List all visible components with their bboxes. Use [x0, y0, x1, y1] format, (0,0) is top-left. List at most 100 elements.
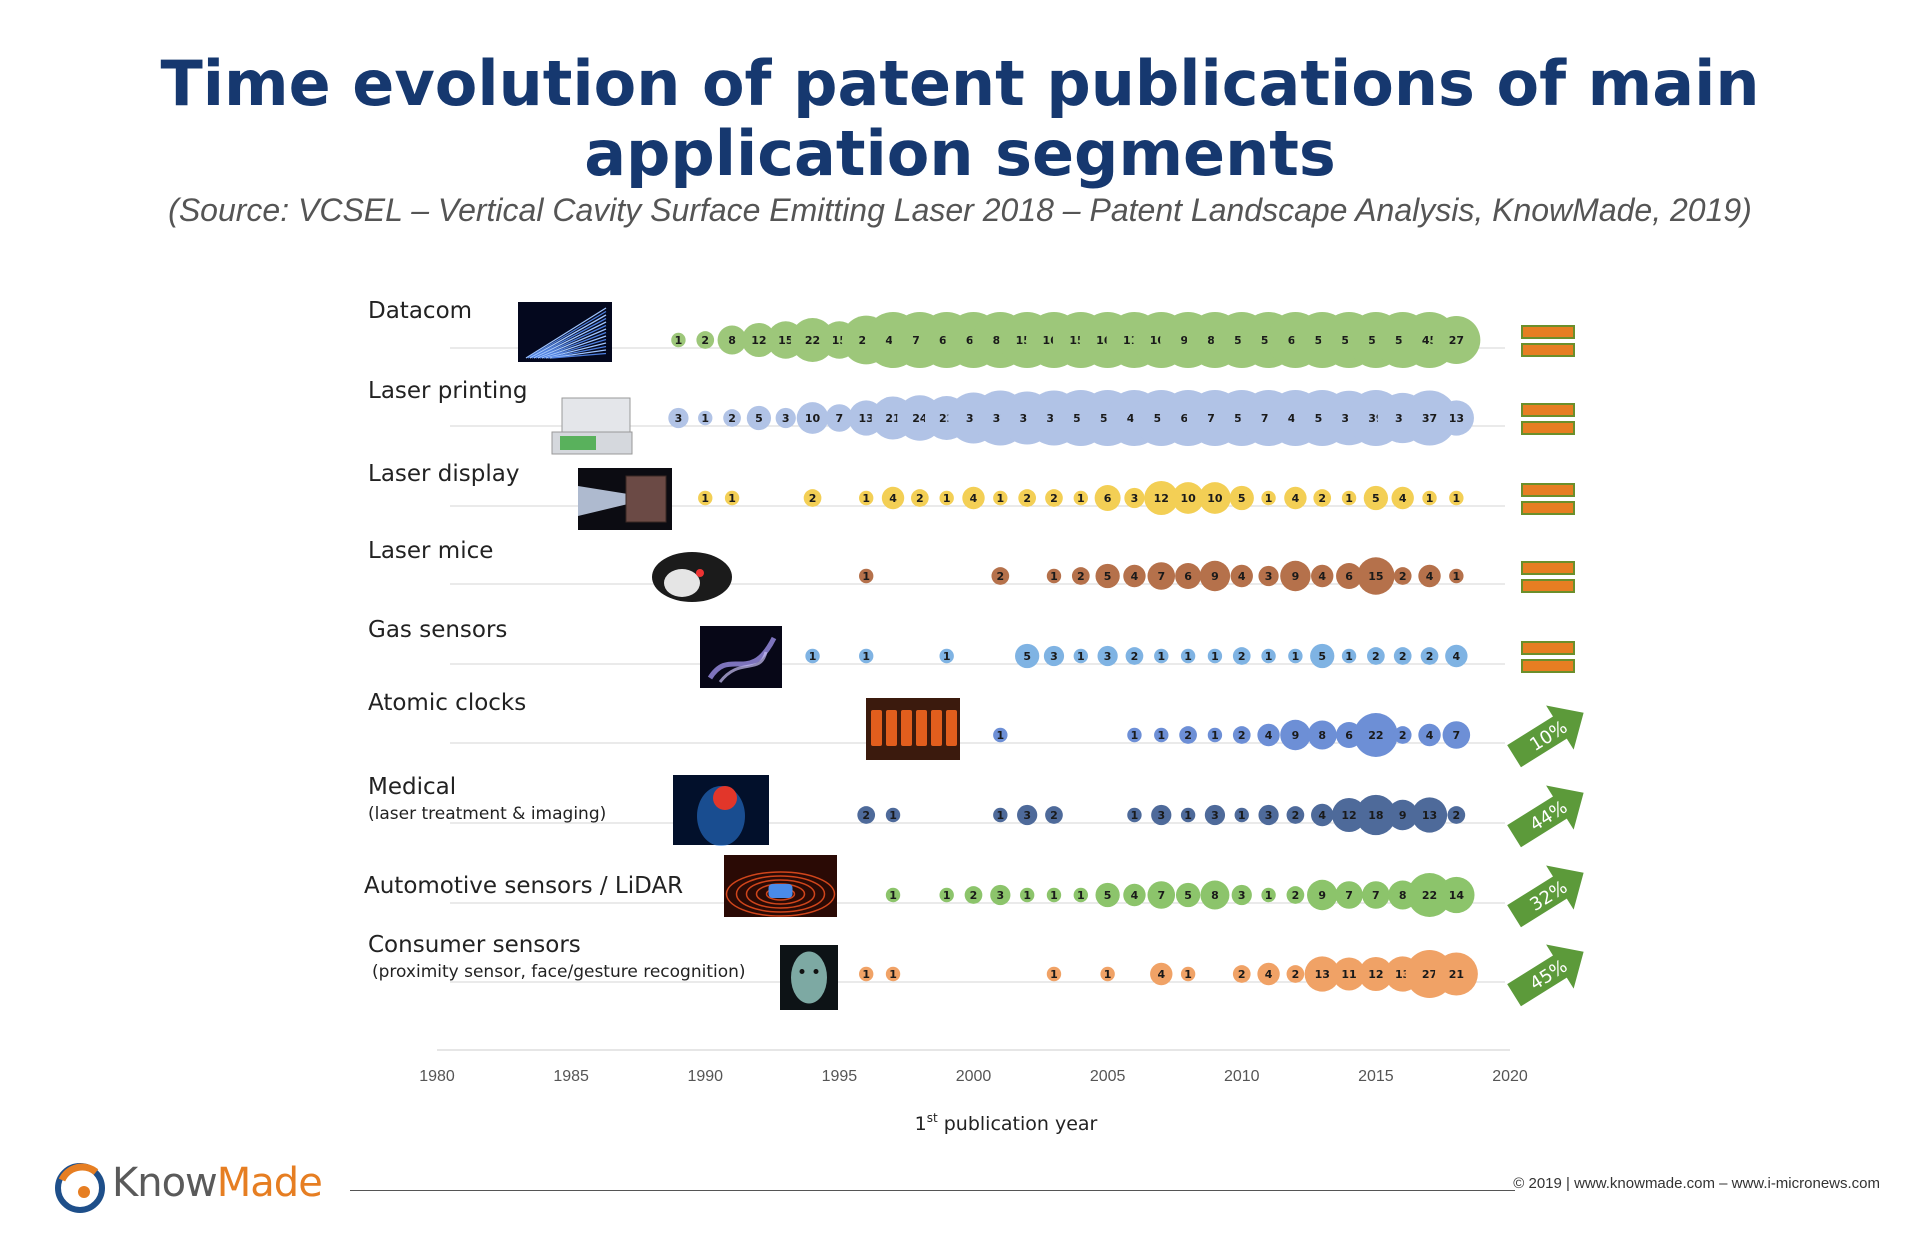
- bubble-value-label: 4: [1426, 729, 1434, 742]
- bubble-point: [1127, 727, 1142, 743]
- bubble-value-label: 1: [862, 968, 870, 981]
- bubble-value-label: 2: [701, 334, 709, 347]
- bubble-value-label: 1: [809, 650, 817, 663]
- bubble-value-label: 10: [1180, 492, 1196, 505]
- segment-label: Atomic clocks: [368, 690, 526, 716]
- flat-trend-icon: [1521, 561, 1575, 593]
- bubble-point: [990, 884, 1011, 906]
- bubble-value-label: 4: [1131, 889, 1139, 902]
- bubble-point: [1438, 400, 1474, 436]
- segment-label: Laser mice: [368, 538, 493, 564]
- x-tick-label: 1980: [419, 1068, 455, 1085]
- bubble-point: [1154, 648, 1169, 664]
- bubble-value-label: 27: [1449, 334, 1464, 347]
- bubble-value-label: 1: [862, 492, 870, 505]
- bubble-value-label: 4: [1265, 729, 1273, 742]
- bubble-point: [1286, 886, 1305, 904]
- bubble-point: [1200, 880, 1230, 910]
- bubble-value-label: 22: [805, 334, 820, 347]
- bubble-value-label: 10: [1207, 492, 1223, 505]
- bubble-point: [1097, 645, 1118, 667]
- bubble-point: [1095, 882, 1120, 908]
- bubble-point: [939, 648, 954, 664]
- bubble-value-label: 7: [1157, 570, 1165, 583]
- x-tick-label: 1990: [687, 1068, 723, 1085]
- bubble-point: [1286, 806, 1305, 824]
- bubble-value-label: 1: [1157, 650, 1165, 663]
- bubble-point: [1418, 564, 1441, 588]
- bubble-value-label: 1: [701, 492, 709, 505]
- bubble-point: [1284, 486, 1307, 510]
- logo-made: Made: [216, 1160, 323, 1206]
- bubble-value-label: 1: [943, 492, 951, 505]
- bubble-value-label: 8: [728, 334, 736, 347]
- bubble-value-label: 2: [1399, 650, 1407, 663]
- bubble-point: [1418, 723, 1441, 747]
- page-title-line1: Time evolution of patent publications of…: [160, 47, 1760, 120]
- series-datacom: Datacom128121522152847706160831581631581…: [368, 298, 1575, 368]
- bubble-point: [805, 648, 820, 664]
- bubble-point: [671, 332, 686, 348]
- bubble-value-label: 4: [970, 492, 978, 505]
- bubble-point: [1393, 647, 1412, 665]
- bubble-value-label: 2: [862, 809, 870, 822]
- series-laser-printing: Laser printing31253107132124223137343751…: [368, 378, 1575, 455]
- bubble-value-label: 13: [1422, 809, 1437, 822]
- bubble-point: [746, 405, 772, 431]
- bubble-point: [939, 887, 954, 903]
- bubble-value-label: 24: [912, 412, 928, 425]
- x-tick-label: 1995: [822, 1068, 858, 1085]
- bubble-point: [1358, 956, 1393, 992]
- footer-copyright: © 2019 | www.knowmade.com – www.i-micron…: [1513, 1175, 1880, 1192]
- bubble-value-label: 3: [1157, 809, 1165, 822]
- lidar-car-image: [724, 855, 837, 917]
- flat-trend-icon: [1521, 641, 1575, 673]
- bubble-point: [1387, 799, 1418, 831]
- bubble-point: [1442, 721, 1471, 749]
- bubble-value-label: 1: [1050, 968, 1058, 981]
- x-tick-label: 2000: [956, 1068, 992, 1085]
- footer-divider: [350, 1190, 1515, 1191]
- segment-label: Gas sensors: [368, 617, 507, 643]
- bubble-point: [1017, 804, 1038, 826]
- bubble-value-label: 5: [755, 412, 763, 425]
- page-subtitle: (Source: VCSEL – Vertical Cavity Surface…: [168, 192, 1752, 228]
- bubble-value-label: 1: [862, 570, 870, 583]
- bubble-value-label: 21: [1449, 968, 1464, 981]
- bubble-point: [1331, 797, 1367, 833]
- bubble-point: [1230, 564, 1253, 588]
- bubble-value-label: 2: [809, 492, 817, 505]
- printer-image: [551, 397, 633, 455]
- bubble-point: [1449, 568, 1464, 584]
- bubble-point: [1280, 560, 1311, 592]
- bubble-point: [1207, 727, 1223, 743]
- bubble-point: [885, 887, 901, 903]
- bubble-point: [1438, 876, 1475, 914]
- bubble-point: [1123, 564, 1146, 588]
- bubble-point: [910, 489, 929, 507]
- bubble-point: [1310, 643, 1335, 669]
- bubble-point: [1232, 726, 1251, 744]
- bubble-value-label: 6: [1345, 570, 1353, 583]
- segment-sublabel: (laser treatment & imaging): [368, 804, 606, 824]
- bubble-value-label: 4: [1265, 968, 1273, 981]
- bubble-value-label: 7: [1157, 889, 1165, 902]
- bubble-value-label: 5: [1023, 650, 1031, 663]
- bubble-value-label: 2: [1318, 492, 1326, 505]
- bubble-point: [1018, 489, 1037, 507]
- bubble-value-label: 1: [1238, 809, 1246, 822]
- bubble-value-label: 1: [675, 334, 683, 347]
- bubble-value-label: 3: [1050, 650, 1058, 663]
- bubble-value-label: 1: [728, 492, 736, 505]
- bubble-value-label: 3: [675, 412, 683, 425]
- bubble-point: [1332, 957, 1366, 991]
- bubble-value-label: 7: [836, 412, 844, 425]
- bubble-point: [1449, 490, 1464, 506]
- bubble-value-label: 1: [1184, 650, 1192, 663]
- bubble-point: [859, 490, 874, 506]
- bubble-value-label: 21: [885, 412, 900, 425]
- bubble-point: [1393, 726, 1412, 744]
- bubble-point: [1229, 485, 1254, 511]
- bubble-value-label: 9: [1292, 729, 1300, 742]
- bubble-point: [1422, 490, 1437, 506]
